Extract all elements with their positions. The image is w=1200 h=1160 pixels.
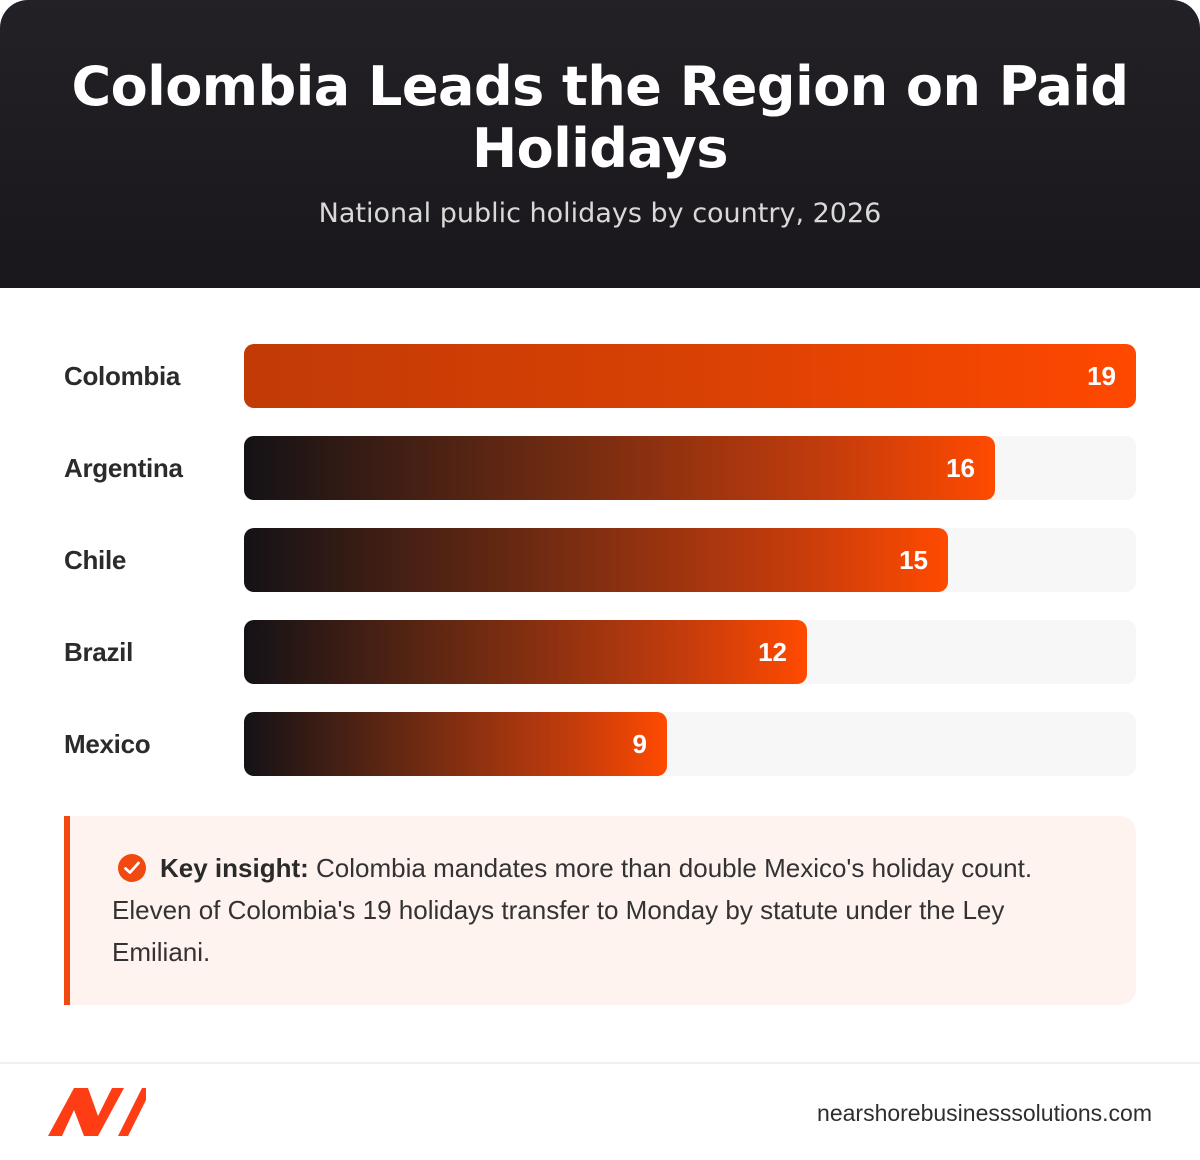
bar-row: Argentina 16 bbox=[64, 436, 1136, 500]
category-label: Argentina bbox=[64, 453, 183, 483]
data-label: 15 bbox=[899, 545, 928, 575]
bar-row: Chile 15 bbox=[64, 528, 1136, 592]
data-label: 9 bbox=[632, 729, 647, 759]
bar: 12 bbox=[244, 620, 807, 684]
insight-text-block: Key insight: Colombia mandates more than… bbox=[112, 847, 1100, 973]
bar-track: 12 bbox=[244, 620, 1136, 684]
bar: 15 bbox=[244, 528, 948, 592]
category-label: Colombia bbox=[64, 361, 181, 391]
insight-body: Colombia mandates more than double Mexic… bbox=[112, 853, 1033, 967]
bar-track: 19 bbox=[244, 344, 1136, 408]
data-label: 16 bbox=[946, 453, 975, 483]
key-insight-callout: Key insight: Colombia mandates more than… bbox=[64, 816, 1136, 1005]
data-label: 12 bbox=[758, 637, 787, 667]
category-label: Brazil bbox=[64, 637, 134, 667]
category-label: Mexico bbox=[64, 729, 151, 759]
nearshore-logo-icon bbox=[48, 1086, 146, 1138]
bar-track: 16 bbox=[244, 436, 1136, 500]
category-label: Chile bbox=[64, 545, 127, 575]
check-circle-icon bbox=[118, 854, 146, 882]
bar: 16 bbox=[244, 436, 995, 500]
bar-track: 9 bbox=[244, 712, 1136, 776]
bar-row: Mexico 9 bbox=[64, 712, 1136, 776]
footer-divider bbox=[0, 1062, 1200, 1064]
insight-label: Key insight: bbox=[160, 853, 309, 883]
bar: 19 bbox=[244, 344, 1136, 408]
bar-row: Colombia 19 bbox=[64, 344, 1136, 408]
bar-track: 15 bbox=[244, 528, 1136, 592]
header: Colombia Leads the Region on Paid Holida… bbox=[0, 0, 1200, 288]
page-subtitle: National public holidays by country, 202… bbox=[318, 198, 882, 229]
data-label: 19 bbox=[1087, 361, 1116, 391]
bar: 9 bbox=[244, 712, 667, 776]
bar-chart: Colombia 19 Argentina 16 Chile 15 Brazil 12 Mexi… bbox=[0, 288, 1200, 808]
bar-row: Brazil 12 bbox=[64, 620, 1136, 684]
website-link[interactable]: nearshorebusinesssolutions.com bbox=[817, 1100, 1152, 1126]
page-title: Colombia Leads the Region on Paid Holida… bbox=[71, 55, 1129, 180]
